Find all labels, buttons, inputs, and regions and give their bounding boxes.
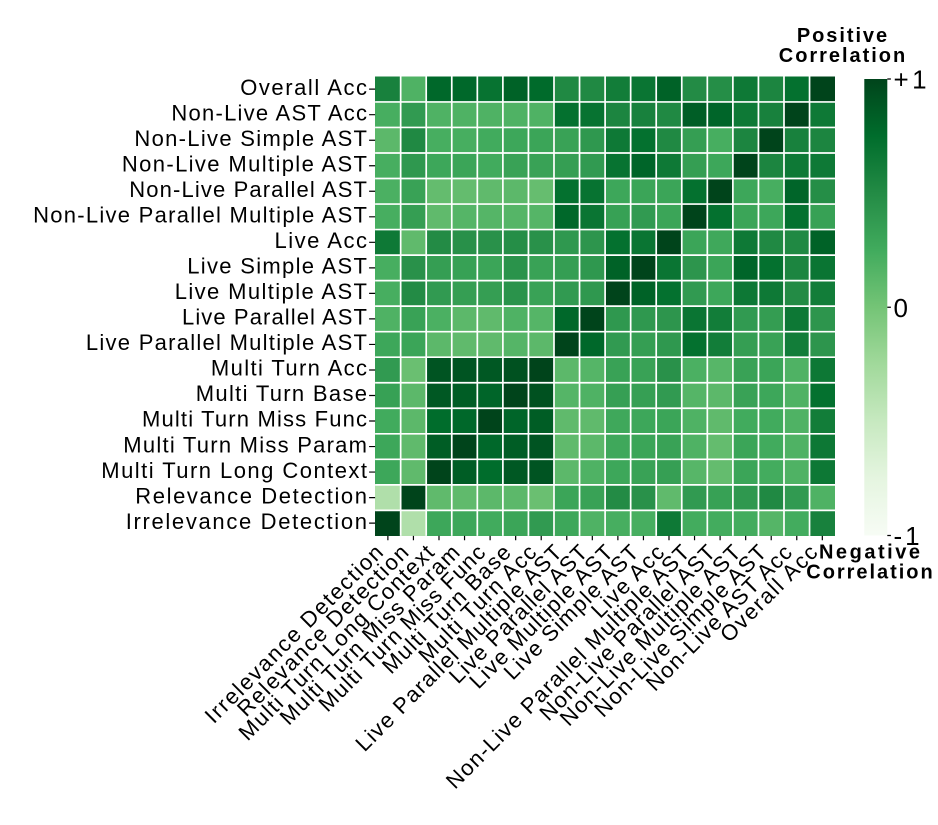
svg-text:0: 0 xyxy=(894,293,908,323)
svg-text:Multi Turn Acc: Multi Turn Acc xyxy=(211,356,367,381)
svg-text:Correlation: Correlation xyxy=(779,45,905,67)
svg-text:Live Parallel Multiple AST: Live Parallel Multiple AST xyxy=(86,330,367,355)
svg-text:Live Simple AST: Live Simple AST xyxy=(187,254,367,279)
svg-text:Live Multiple AST: Live Multiple AST xyxy=(175,279,367,304)
svg-text:Non-Live Simple AST: Non-Live Simple AST xyxy=(134,126,367,151)
svg-text:Positive: Positive xyxy=(797,25,887,47)
svg-text:Non-Live Parallel AST: Non-Live Parallel AST xyxy=(129,177,367,202)
svg-text:Irrelevance Detection: Irrelevance Detection xyxy=(126,509,367,534)
svg-text:+1: +1 xyxy=(894,65,931,95)
svg-text:Multi Turn Miss Func: Multi Turn Miss Func xyxy=(142,407,367,432)
svg-text:Non-Live Multiple AST: Non-Live Multiple AST xyxy=(122,151,367,176)
svg-text:Correlation: Correlation xyxy=(806,562,932,584)
svg-text:-1: -1 xyxy=(894,521,923,551)
svg-text:Live Acc: Live Acc xyxy=(275,228,368,253)
svg-text:Multi Turn Base: Multi Turn Base xyxy=(196,381,367,406)
svg-text:Overall Acc: Overall Acc xyxy=(240,75,367,100)
svg-text:Live Parallel AST: Live Parallel AST xyxy=(182,305,367,330)
svg-text:Relevance Detection: Relevance Detection xyxy=(135,483,367,508)
svg-text:Non-Live AST Acc: Non-Live AST Acc xyxy=(171,100,367,125)
svg-text:Multi Turn Miss Param: Multi Turn Miss Param xyxy=(123,432,367,457)
svg-text:Negative: Negative xyxy=(819,542,920,564)
svg-text:Multi Turn Long Context: Multi Turn Long Context xyxy=(101,458,367,483)
svg-text:Non-Live Parallel Multiple AST: Non-Live Parallel Multiple AST xyxy=(33,203,367,228)
